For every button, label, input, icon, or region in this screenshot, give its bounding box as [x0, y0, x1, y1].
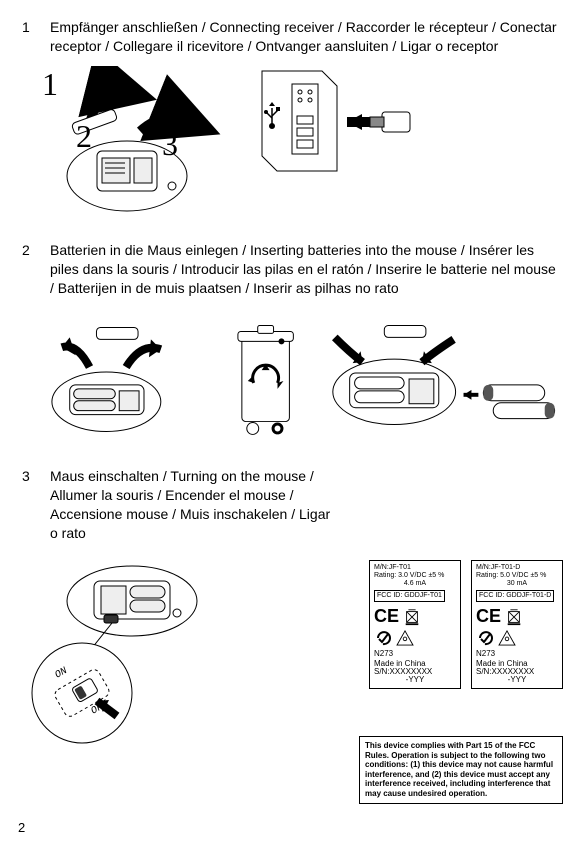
step-3-text: Maus einschalten / Turning on the mouse … [50, 467, 332, 543]
current: 4.6 mA [374, 580, 456, 588]
compliance-labels: M/N:JF-T01 Rating: 3.0 V/DC ±5 % 4.6 mA … [369, 560, 563, 689]
step-2: 2 Batterien in die Maus einlegen / Inser… [22, 241, 563, 448]
mn: M/N:JF-T01 [374, 564, 456, 572]
step-1-text: Empfänger anschließen / Connecting recei… [50, 18, 563, 56]
step-3-number: 3 [22, 467, 34, 543]
recycle-bin-icon [228, 307, 307, 447]
switch-zoom-icon: ON OFF [27, 638, 157, 748]
fcc-notice: This device complies with Part 15 of the… [359, 736, 563, 804]
n-number: N273 [374, 649, 456, 658]
ce-mark-icon: CE [476, 606, 501, 627]
callout-2: 2 [76, 118, 92, 155]
ce-mark-icon: CE [374, 606, 399, 627]
mn: M/N:JF-T01-D [476, 564, 558, 572]
n-number: N273 [476, 649, 558, 658]
compliance-card-2: M/N:JF-T01-D Rating: 5.0 V/DC ±5 % 30 mA… [471, 560, 563, 689]
warning-triangle-icon [396, 630, 414, 646]
current: 30 mA [476, 580, 558, 588]
step-2-illustrations [22, 307, 563, 447]
rating: Rating: 3.0 V/DC ±5 % [374, 572, 456, 580]
weee-bin-icon [403, 608, 421, 626]
callout-3: 3 [162, 126, 178, 163]
step-2-header: 2 Batterien in die Maus einlegen / Inser… [22, 241, 563, 298]
step-1-header: 1 Empfänger anschließen / Connecting rec… [22, 18, 563, 56]
compliance-card-1: M/N:JF-T01 Rating: 3.0 V/DC ±5 % 4.6 mA … [369, 560, 461, 689]
c-tick-icon [476, 629, 494, 647]
fcc-id: FCC ID: GDDJF-T01-D [476, 590, 554, 602]
step-2-number: 2 [22, 241, 34, 298]
mouse-bottom-switch-icon [52, 553, 212, 648]
fcc-id: FCC ID: GDDJF-T01 [374, 590, 445, 602]
sn-line2: -YYY [374, 676, 456, 684]
step-1: 1 Empfänger anschließen / Connecting rec… [22, 18, 563, 221]
warning-triangle-icon [498, 630, 516, 646]
step-1-number: 1 [22, 18, 34, 56]
usb-insert-icon [252, 66, 417, 186]
callout-1: 1 [42, 66, 58, 103]
page-number: 2 [18, 820, 25, 835]
c-tick-icon [374, 629, 392, 647]
remove-batteries-icon [42, 307, 220, 447]
usb-port-illustration [252, 66, 417, 186]
step-1-illustrations: 1 2 3 [22, 66, 563, 221]
sn-line2: -YYY [476, 676, 558, 684]
step-2-text: Batterien in die Maus einlegen / Inserti… [50, 241, 563, 298]
rating: Rating: 5.0 V/DC ±5 % [476, 572, 558, 580]
insert-batteries-icon [315, 307, 563, 447]
weee-bin-icon [505, 608, 523, 626]
mouse-receiver-illustration: 1 2 3 [42, 66, 222, 221]
step-3-header: 3 Maus einschalten / Turning on the mous… [22, 467, 332, 543]
mouse-bottom-icon [42, 66, 222, 221]
